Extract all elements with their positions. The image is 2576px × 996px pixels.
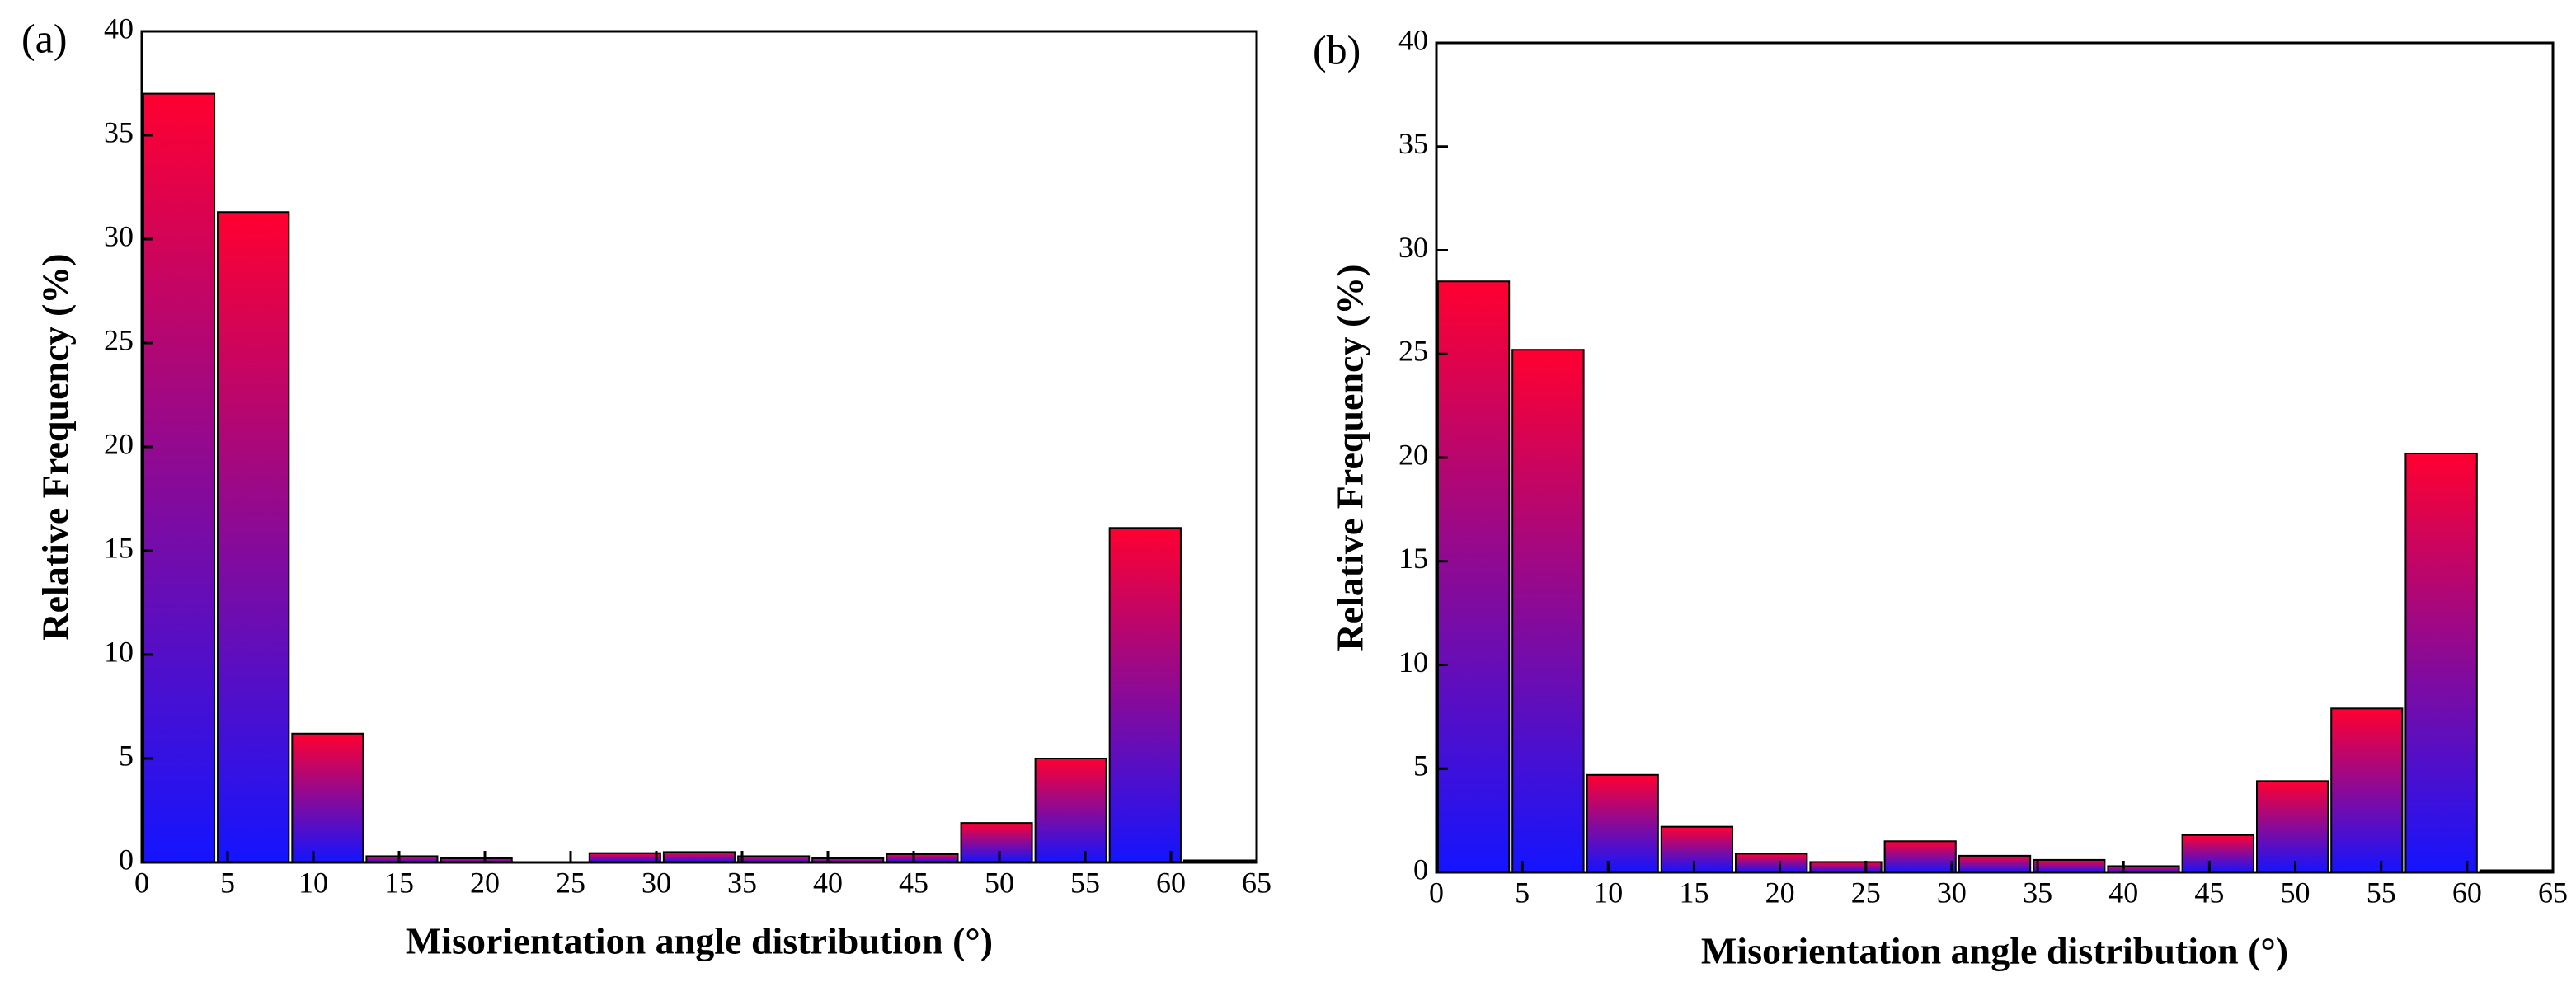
- x-tick-label: 65: [1242, 866, 1272, 899]
- y-tick-label: 15: [104, 531, 134, 564]
- y-axis-label: Relative Frequency (%): [1329, 264, 1371, 651]
- y-tick-label: 0: [1413, 853, 1428, 886]
- x-tick-label: 65: [2538, 876, 2568, 909]
- x-tick-label: 40: [2108, 876, 2138, 909]
- x-tick-label: 35: [2023, 876, 2052, 909]
- bar: [1108, 527, 1182, 864]
- y-tick-label: 40: [104, 12, 134, 45]
- bar: [1660, 825, 1733, 873]
- y-tick-label: 25: [1398, 335, 1428, 368]
- x-tick-label: 10: [298, 866, 328, 899]
- x-tick-label: 10: [1593, 876, 1623, 909]
- panel-label: (a): [21, 15, 68, 61]
- y-tick-label: 0: [119, 843, 134, 876]
- bar: [886, 853, 959, 864]
- x-tick-label: 5: [1515, 876, 1530, 909]
- x-tick-label: 45: [2194, 876, 2224, 909]
- x-tick-label: 20: [1765, 876, 1795, 909]
- x-tick-label: 45: [899, 866, 928, 899]
- bar: [1586, 773, 1659, 873]
- x-tick-label: 50: [985, 866, 1014, 899]
- y-tick-label: 40: [1398, 23, 1428, 56]
- x-tick-label: 5: [220, 866, 235, 899]
- x-axis-label: Misorientation angle distribution (°): [406, 920, 993, 962]
- bar: [662, 851, 736, 864]
- y-tick-label: 30: [104, 219, 134, 252]
- bar: [2181, 834, 2255, 873]
- bar: [2256, 780, 2329, 874]
- x-tick-label: 40: [813, 866, 843, 899]
- bar: [960, 822, 1033, 863]
- x-tick-label: 0: [1429, 876, 1444, 909]
- y-tick-label: 15: [1398, 542, 1428, 575]
- y-tick-label: 20: [1398, 438, 1428, 471]
- x-tick-label: 30: [642, 866, 671, 899]
- x-tick-label: 55: [1070, 866, 1100, 899]
- x-tick-label: 20: [470, 866, 500, 899]
- x-tick-label: 50: [2281, 876, 2310, 909]
- x-tick-label: 60: [1156, 866, 1186, 899]
- bar: [1883, 840, 1957, 874]
- bar: [217, 211, 290, 863]
- bar: [1809, 861, 1883, 874]
- x-tick-label: 0: [134, 866, 149, 899]
- x-tick-label: 15: [384, 866, 414, 899]
- bar: [1034, 758, 1107, 863]
- bar: [1511, 349, 1585, 874]
- y-tick-label: 35: [1398, 127, 1428, 160]
- bar: [2330, 707, 2404, 873]
- x-tick-label: 30: [1937, 876, 1967, 909]
- y-tick-label: 30: [1398, 231, 1428, 264]
- y-tick-label: 35: [104, 115, 134, 148]
- bar: [1958, 854, 2032, 874]
- x-tick-label: 25: [556, 866, 585, 899]
- y-tick-label: 5: [1413, 749, 1428, 782]
- y-tick-label: 10: [1398, 646, 1428, 679]
- y-tick-label: 25: [104, 323, 134, 356]
- x-tick-label: 35: [727, 866, 757, 899]
- bar: [1437, 280, 1511, 874]
- y-tick-label: 5: [119, 739, 134, 772]
- y-tick-label: 20: [104, 427, 134, 460]
- panel-label: (b): [1313, 26, 1361, 73]
- y-axis-label: Relative Frequency (%): [35, 253, 77, 640]
- y-tick-label: 10: [104, 635, 134, 668]
- x-tick-label: 25: [1851, 876, 1881, 909]
- x-tick-label: 60: [2452, 876, 2482, 909]
- bar: [588, 852, 661, 864]
- bar: [143, 92, 216, 864]
- x-tick-label: 55: [2367, 876, 2396, 909]
- bar: [291, 732, 364, 864]
- bar: [2033, 858, 2106, 874]
- bar: [2404, 452, 2478, 873]
- x-tick-label: 15: [1679, 876, 1709, 909]
- x-axis-label: Misorientation angle distribution (°): [1701, 930, 2288, 972]
- bar: [1734, 853, 1808, 873]
